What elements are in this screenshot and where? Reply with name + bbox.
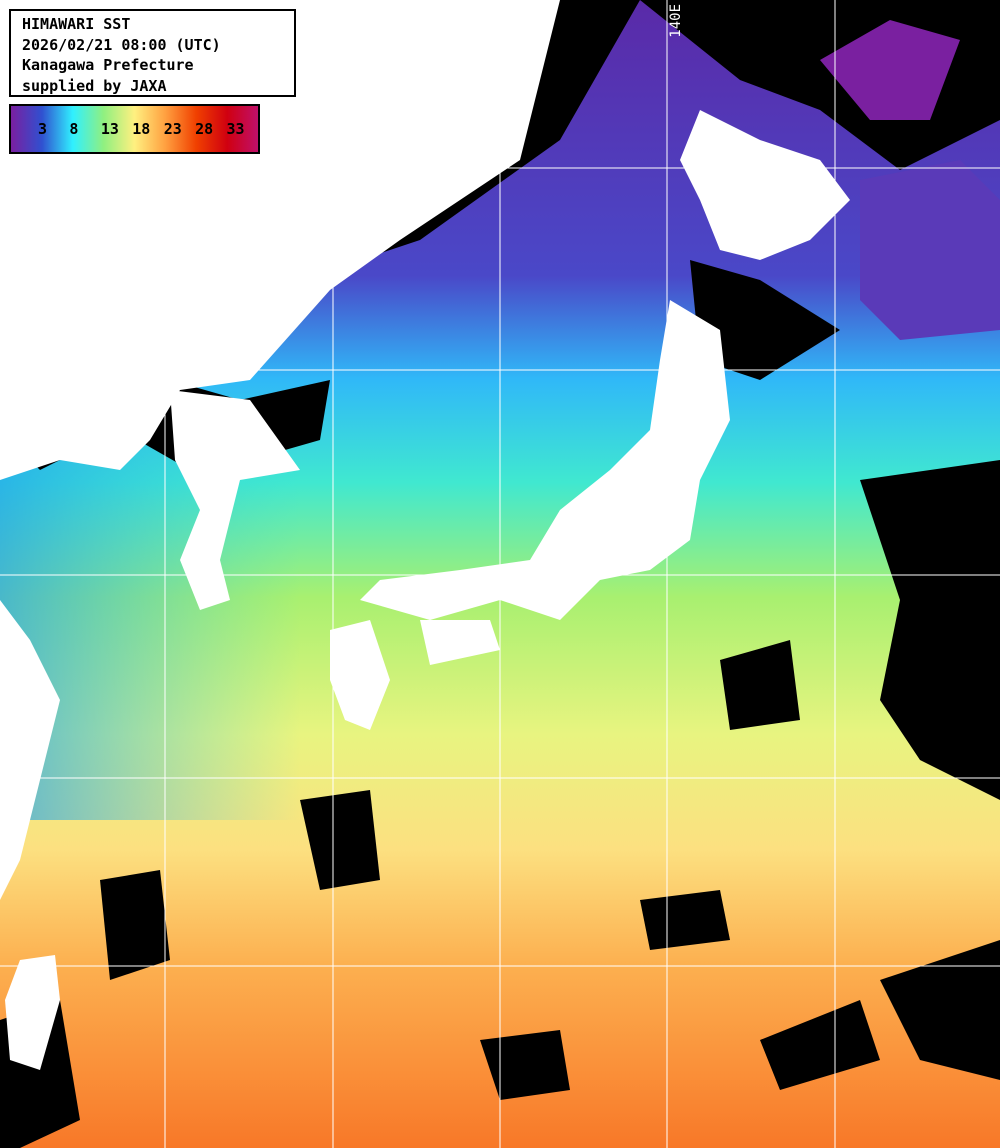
land-taiwan <box>5 955 60 1070</box>
latitude-label: 40N <box>3 352 29 368</box>
info-box: HIMAWARI SST 2026/02/21 08:00 (UTC) Kana… <box>9 9 296 97</box>
land-shikoku <box>420 620 500 665</box>
color-scale-legend: 3 8 13 18 23 28 33 <box>9 104 260 154</box>
cold-water-pacific <box>860 160 1000 340</box>
scale-tick: 28 <box>195 120 214 138</box>
scale-tick: 13 <box>100 120 119 138</box>
land-hokkaido <box>680 110 850 260</box>
scale-tick: 3 <box>38 120 48 138</box>
info-title: HIMAWARI SST <box>22 15 131 33</box>
scale-tick: 33 <box>226 120 245 138</box>
cold-water-okhotsk <box>820 20 960 120</box>
info-credit: supplied by JAXA <box>22 76 167 95</box>
scale-tick: 23 <box>163 120 182 138</box>
info-region: Kanagawa Prefecture <box>22 56 194 74</box>
land-honshu <box>360 300 730 620</box>
land-korea <box>170 390 300 610</box>
longitude-label: 140E <box>668 4 684 38</box>
land-kyushu <box>330 620 390 730</box>
land-china-coast <box>0 600 60 900</box>
info-datetime: 2026/02/21 08:00 (UTC) <box>22 35 221 54</box>
scale-tick: 8 <box>69 120 79 138</box>
scale-tick: 18 <box>132 120 151 138</box>
